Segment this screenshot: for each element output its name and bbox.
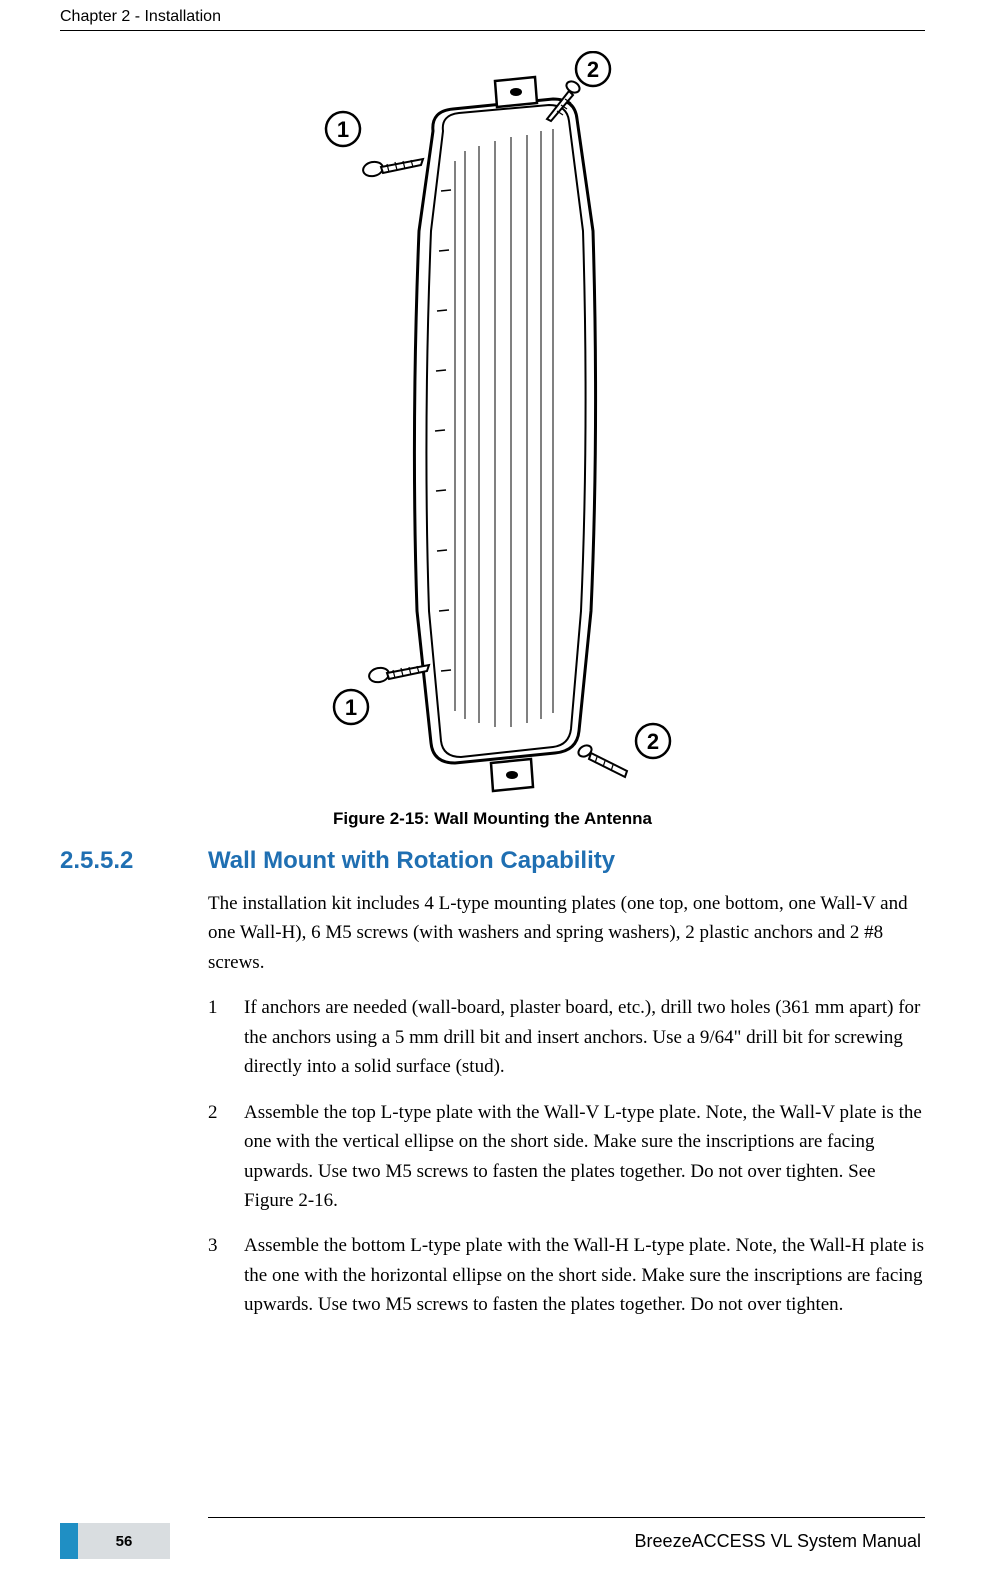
callout-bottom-right: 2 <box>646 729 658 754</box>
header-text: Chapter 2 - Installation <box>60 8 221 25</box>
manual-title: BreezeACCESS VL System Manual <box>208 1531 925 1552</box>
step-number: 3 <box>208 1231 244 1319</box>
antenna-diagram: 1 2 1 2 <box>283 51 703 796</box>
figure-container: 1 2 1 2 <box>60 51 925 801</box>
step-text: Assemble the top L-type plate with the W… <box>244 1098 925 1216</box>
section-number: 2.5.5.2 <box>60 847 208 875</box>
page-header: Chapter 2 - Installation <box>60 0 925 31</box>
step-3: 3 Assemble the bottom L-type plate with … <box>208 1231 925 1319</box>
step-2: 2 Assemble the top L-type plate with the… <box>208 1098 925 1216</box>
step-1: 1 If anchors are needed (wall-board, pla… <box>208 993 925 1081</box>
figure-caption: Figure 2-15: Wall Mounting the Antenna <box>60 809 925 829</box>
step-number: 1 <box>208 993 244 1081</box>
step-number: 2 <box>208 1098 244 1216</box>
section-heading: 2.5.5.2 Wall Mount with Rotation Capabil… <box>60 847 925 875</box>
callout-top-left: 1 <box>336 117 348 142</box>
section-title: Wall Mount with Rotation Capability <box>208 847 615 875</box>
callout-bottom-left: 1 <box>344 695 356 720</box>
page-number: 56 <box>78 1523 170 1559</box>
footer-page-block: 56 <box>60 1523 208 1559</box>
step-text: Assemble the bottom L-type plate with th… <box>244 1231 925 1319</box>
callout-top-right: 2 <box>586 57 598 82</box>
footer-rule <box>208 1517 925 1519</box>
page-footer: 56 BreezeACCESS VL System Manual <box>0 1517 985 1559</box>
footer-accent <box>60 1523 78 1559</box>
section-intro: The installation kit includes 4 L-type m… <box>208 889 925 977</box>
step-text: If anchors are needed (wall-board, plast… <box>244 993 925 1081</box>
